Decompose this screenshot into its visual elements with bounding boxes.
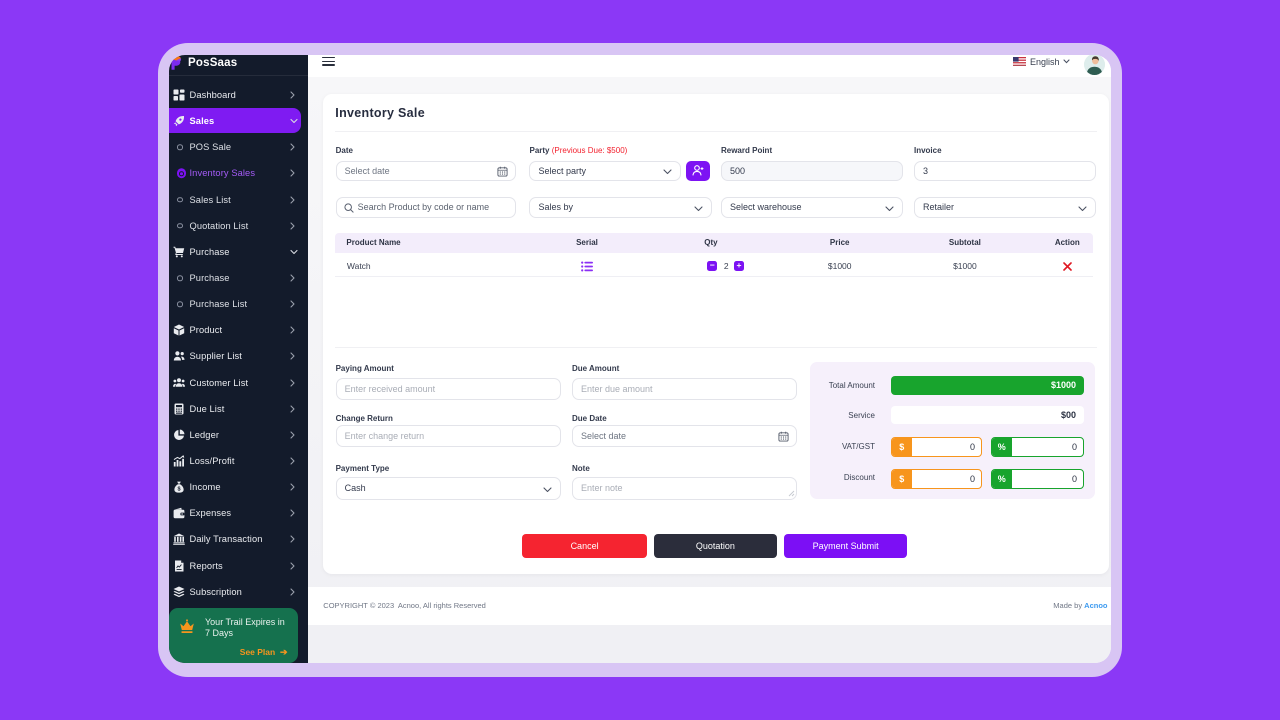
svg-text:$: $	[177, 487, 180, 493]
